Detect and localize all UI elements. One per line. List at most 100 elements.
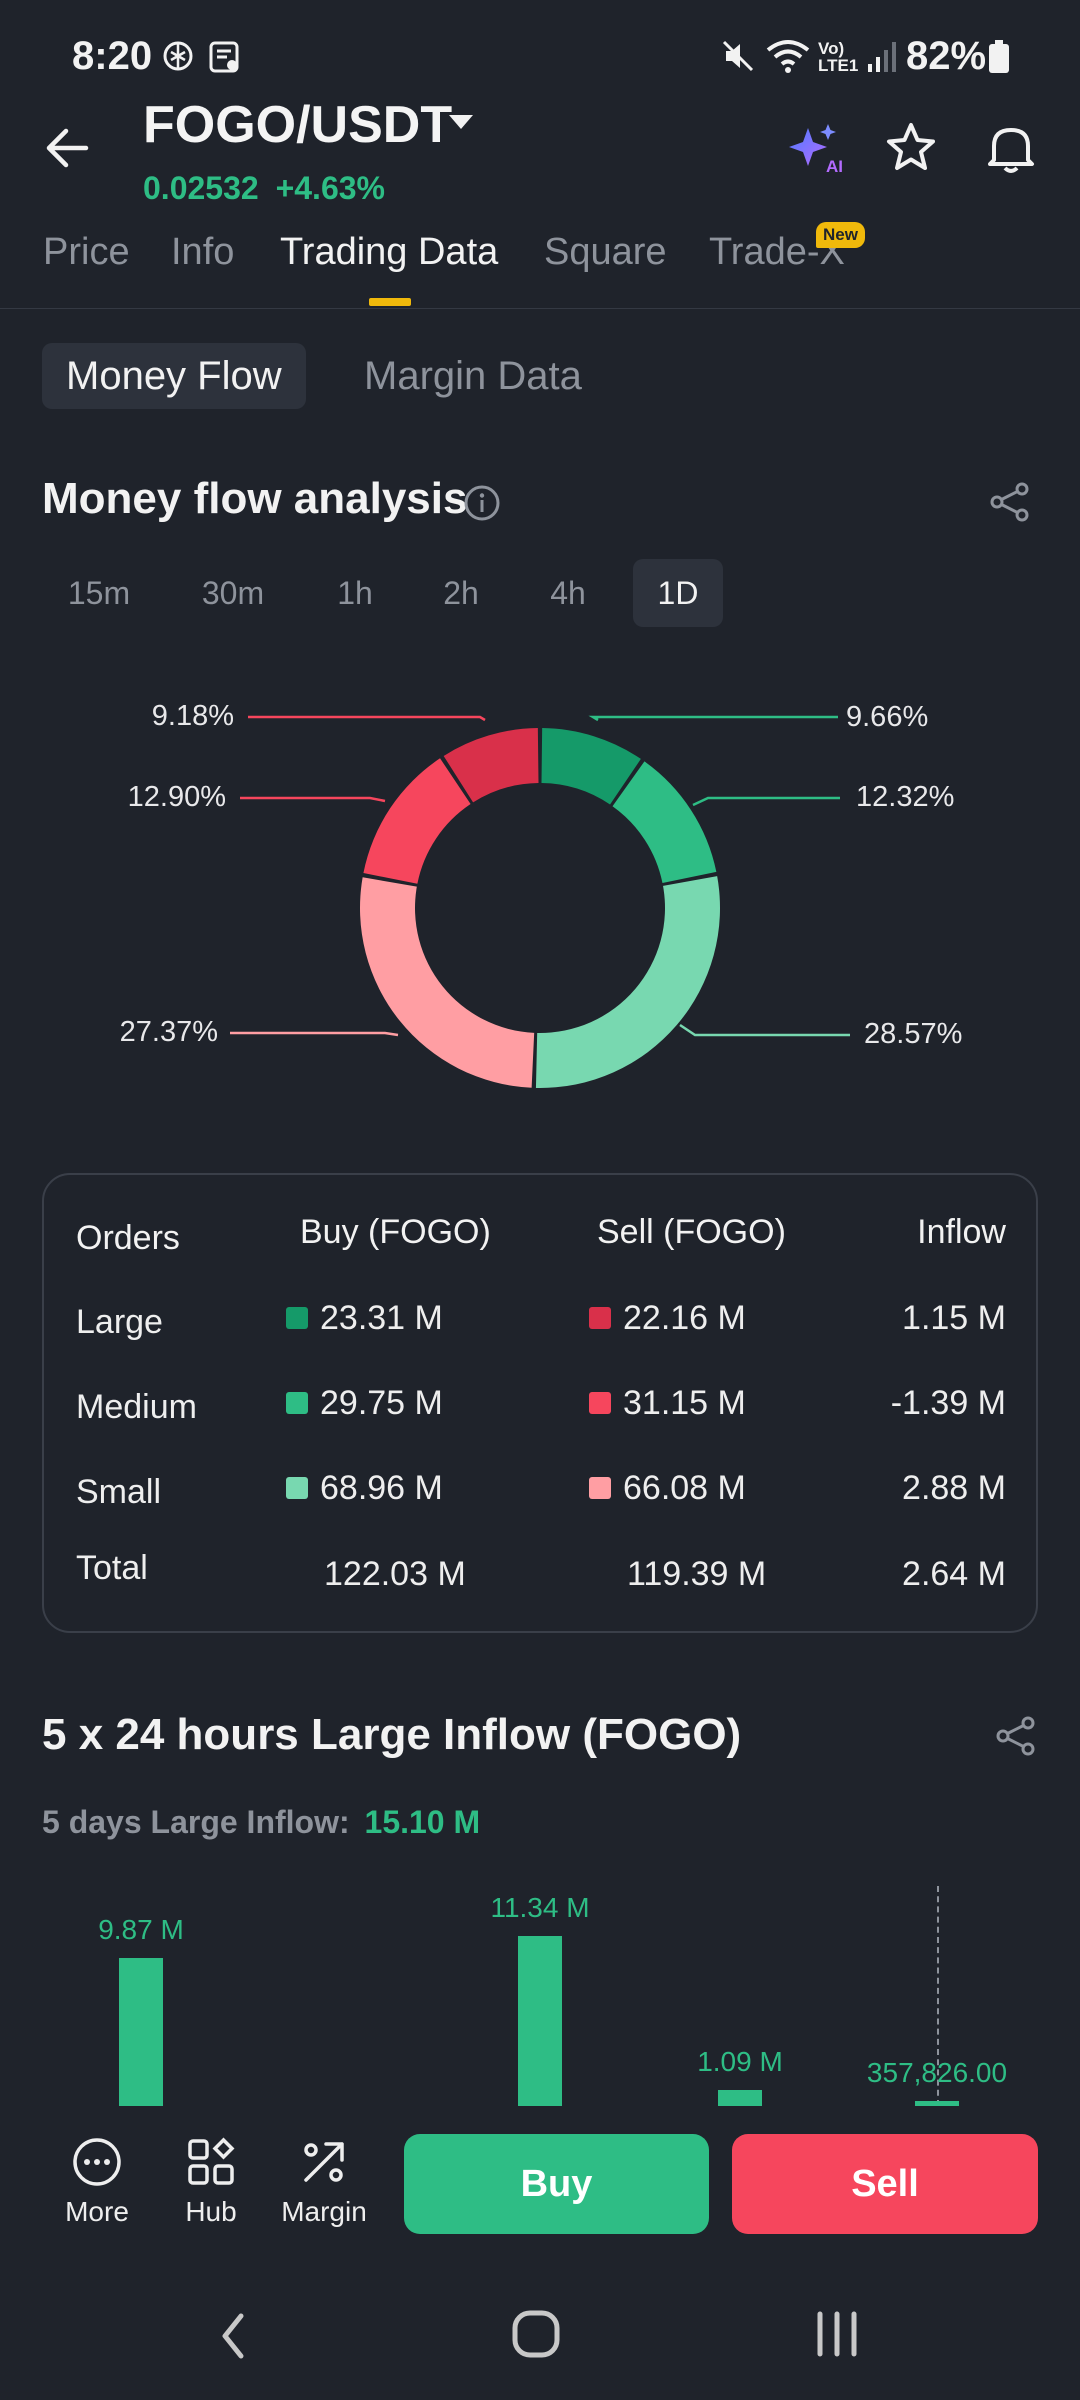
timeframe-15m[interactable]: 15m: [67, 575, 131, 611]
timeframe-1h[interactable]: 1h: [337, 575, 373, 611]
hub-icon: [188, 2137, 235, 2185]
header-sell: Sell (FOGO): [597, 1213, 786, 1251]
timeframe-2h[interactable]: 2h: [443, 575, 479, 611]
signal-icon: [866, 40, 898, 79]
pair-title[interactable]: FOGO/USDT: [143, 96, 453, 154]
ai-sparkle-icon[interactable]: AI: [786, 118, 848, 180]
timeframe-30m[interactable]: 30m: [201, 575, 265, 611]
header-orders: Orders: [76, 1219, 180, 1257]
share-icon[interactable]: [994, 1714, 1038, 1758]
row-label-small: Small: [76, 1473, 162, 1511]
price-line: 0.02532 +4.63%: [143, 170, 385, 207]
leader-sell-medium: [240, 796, 386, 803]
nav-back-icon[interactable]: [213, 2306, 253, 2371]
large-inflow-summary: 5 days Large Inflow: 15.10 M: [42, 1804, 480, 1841]
margin-icon: [304, 2142, 344, 2182]
more-label: More: [65, 2196, 129, 2227]
hub-label: Hub: [185, 2196, 237, 2227]
inflow-small-value: 2.88 M: [902, 1469, 1006, 1507]
inflow-bar[interactable]: [718, 2089, 762, 2106]
network-label: Vo) LTE1: [818, 39, 859, 75]
donut-segment-buy-small: [535, 876, 721, 1088]
donut-label-buy-small: 28.57%: [864, 1018, 962, 1050]
crosshair-line: [937, 1886, 939, 2106]
large-inflow-title: 5 x 24 hours Large Inflow (FOGO): [42, 1710, 742, 1759]
info-icon[interactable]: [463, 484, 501, 522]
margin-button[interactable]: Margin: [269, 2136, 379, 2228]
subtab-money-flow[interactable]: Money Flow: [42, 343, 306, 409]
sell-large-swatch: [589, 1307, 611, 1329]
tab-price[interactable]: Price: [43, 231, 130, 273]
sell-small-value: 66.08 M: [589, 1469, 746, 1508]
share-icon[interactable]: [988, 480, 1032, 524]
buy-large-value: 23.31 M: [286, 1299, 443, 1338]
sell-button[interactable]: Sell: [732, 2134, 1038, 2234]
row-label-large: Large: [76, 1303, 163, 1341]
donut-label-sell-medium: 12.90%: [128, 781, 226, 813]
row-label-total: Total: [76, 1549, 148, 1587]
nav-recents-icon[interactable]: [812, 2310, 862, 2363]
bell-icon[interactable]: [980, 118, 1042, 180]
status-time: 8:20: [72, 34, 153, 78]
mute-icon: [720, 38, 756, 79]
summary-value: 15.10 M: [364, 1804, 481, 1840]
inflow-bar[interactable]: [915, 2100, 959, 2106]
donut-segment-sell-large: [443, 728, 539, 803]
orders-table: Orders Buy (FOGO) Sell (FOGO) Inflow Lar…: [42, 1173, 1038, 1633]
memo-notification-icon: [208, 40, 242, 79]
chatgpt-notification-icon: [160, 38, 196, 79]
sell-medium-value: 31.15 M: [589, 1384, 746, 1423]
back-arrow-icon[interactable]: [40, 118, 100, 178]
sell-medium-swatch: [589, 1392, 611, 1414]
timeframe-1d[interactable]: 1D: [633, 559, 723, 627]
inflow-bar[interactable]: [119, 1958, 163, 2106]
active-tab-indicator: [369, 298, 411, 306]
tab-info[interactable]: Info: [171, 231, 235, 273]
inflow-bar-label: 357,826.00: [866, 2056, 1008, 2088]
chevron-down-icon[interactable]: [446, 108, 476, 138]
inflow-bar-label: 9.87 M: [98, 1914, 184, 1946]
more-button[interactable]: More: [42, 2136, 152, 2228]
buy-medium-value: 29.75 M: [286, 1384, 443, 1423]
buy-large-swatch: [286, 1307, 308, 1329]
bottom-action-bar: More Hub Margin Buy Sell: [0, 2106, 1080, 2274]
buy-button[interactable]: Buy: [404, 2134, 709, 2234]
leader-sell-small: [230, 1031, 399, 1037]
sell-small-swatch: [589, 1477, 611, 1499]
inflow-large-value: 1.15 M: [902, 1299, 1006, 1337]
buy-small-value: 68.96 M: [286, 1469, 443, 1508]
hub-button[interactable]: Hub: [156, 2136, 266, 2228]
price-change: +4.63%: [275, 170, 385, 206]
money-flow-title: Money flow analysis: [42, 474, 468, 523]
donut-label-sell-small: 27.37%: [120, 1016, 218, 1048]
inflow-bar[interactable]: [518, 1936, 562, 2106]
wifi-icon: [765, 36, 811, 81]
tab-trading-data[interactable]: Trading Data: [280, 231, 499, 273]
donut-segment-buy-large: [541, 728, 641, 805]
battery-percent: 82%: [906, 34, 987, 78]
star-icon[interactable]: [880, 118, 942, 180]
subtab-margin-data[interactable]: Margin Data: [364, 354, 582, 398]
inflow-medium-value: -1.39 M: [890, 1384, 1006, 1422]
nav-home-icon[interactable]: [510, 2308, 562, 2365]
new-badge: New: [816, 222, 865, 248]
header-inflow: Inflow: [917, 1213, 1006, 1251]
buy-medium-swatch: [286, 1392, 308, 1414]
sell-large-value: 22.16 M: [589, 1299, 746, 1338]
leader-buy-small: [679, 1023, 850, 1037]
money-flow-donut-chart: 9.66% 12.32% 28.57% 27.37% 12.90% 9.18%: [120, 700, 962, 1088]
margin-label: Margin: [281, 2196, 367, 2227]
timeframe-4h[interactable]: 4h: [550, 575, 586, 611]
sell-total-value: 119.39 M: [627, 1555, 767, 1593]
ai-text: AI: [826, 157, 843, 176]
leader-sell-large: [248, 715, 486, 722]
donut-segment-sell-medium: [363, 758, 471, 884]
donut-label-sell-large: 9.18%: [152, 700, 234, 732]
buy-small-swatch: [286, 1477, 308, 1499]
row-label-medium: Medium: [76, 1388, 197, 1426]
tab-square[interactable]: Square: [544, 231, 667, 273]
inflow-total-value: 2.64 M: [902, 1555, 1006, 1593]
more-icon: [73, 2138, 121, 2186]
donut-segment-buy-medium: [612, 761, 717, 883]
leader-buy-medium: [692, 796, 840, 807]
